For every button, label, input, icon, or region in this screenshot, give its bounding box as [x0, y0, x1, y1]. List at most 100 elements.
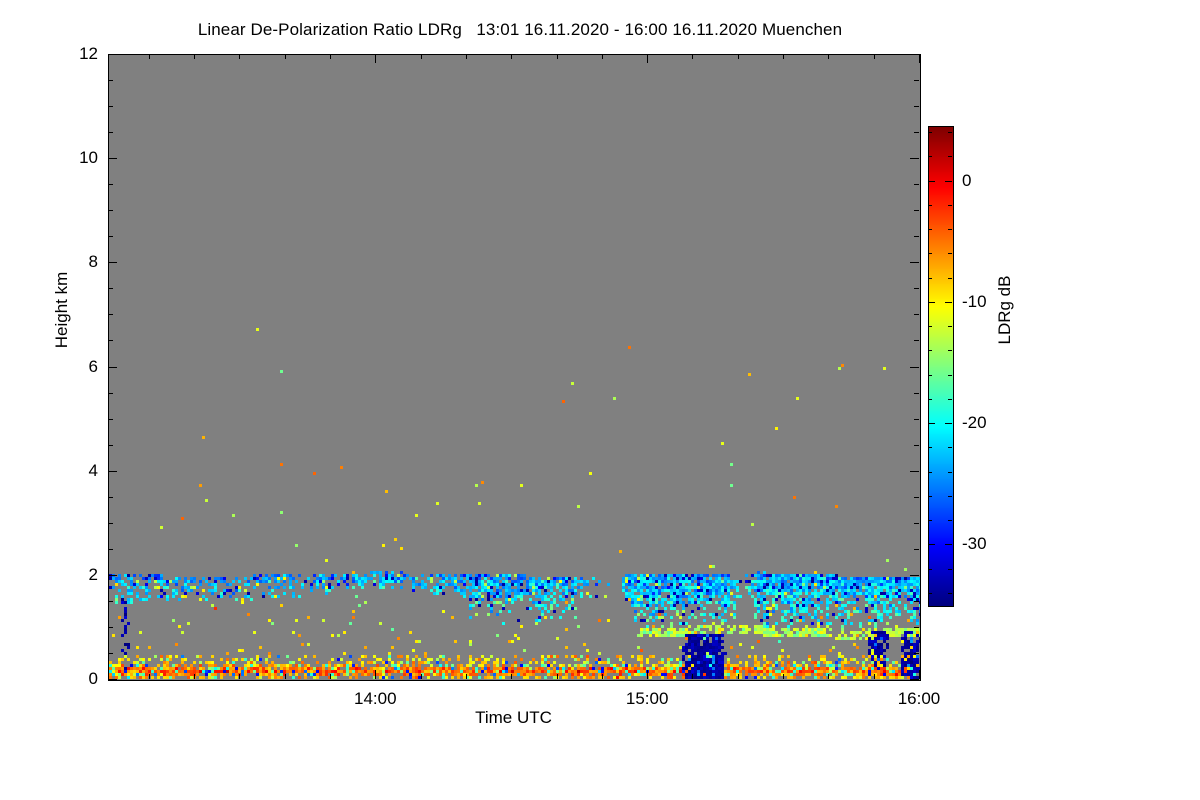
colorbar-tick-minor: [928, 277, 932, 279]
x-tick-minor: [511, 674, 513, 679]
y-tick-minor: [914, 132, 919, 134]
colorbar-tick-minor: [948, 229, 952, 231]
colorbar-tick-major: [928, 544, 935, 546]
y-tick-minor: [108, 626, 113, 628]
y-tick-label: 6: [88, 356, 98, 376]
x-tick-minor: [329, 54, 331, 59]
y-tick-label: 10: [79, 148, 98, 168]
colorbar-tick-label: 0: [962, 170, 972, 190]
colorbar-tick-minor: [948, 374, 952, 376]
colorbar-tick-minor: [948, 277, 952, 279]
y-tick-minor: [108, 184, 113, 186]
x-tick-minor: [692, 674, 694, 679]
y-tick-minor: [108, 392, 113, 394]
colorbar-tick-minor: [928, 132, 932, 134]
x-tick-minor: [465, 54, 467, 59]
y-tick-major: [108, 262, 117, 264]
y-tick-minor: [108, 80, 113, 82]
y-tick-minor: [914, 444, 919, 446]
colorbar-tick-minor: [928, 374, 932, 376]
x-tick-major: [375, 54, 377, 63]
y-tick-major: [108, 574, 117, 576]
x-tick-minor: [239, 674, 241, 679]
y-tick-major: [910, 262, 919, 264]
colorbar-tick-minor: [928, 398, 932, 400]
x-tick-label: 16:00: [897, 689, 941, 708]
y-tick-label: 8: [88, 252, 98, 272]
y-tick-minor: [914, 600, 919, 602]
y-tick-minor: [914, 548, 919, 550]
y-tick-minor: [108, 288, 113, 290]
x-tick-minor: [556, 54, 558, 59]
colorbar-tick-minor: [928, 592, 932, 594]
x-tick-major: [375, 670, 377, 679]
y-tick-minor: [108, 132, 113, 134]
x-tick-minor: [828, 54, 830, 59]
y-tick-major: [108, 366, 117, 368]
y-tick-major: [910, 470, 919, 472]
y-tick-major: [108, 470, 117, 472]
x-tick-label: 15:00: [625, 689, 669, 708]
x-tick-minor: [737, 674, 739, 679]
y-tick-major: [910, 366, 919, 368]
y-tick-minor: [108, 496, 113, 498]
colorbar-title: LDRg dB: [995, 275, 1014, 345]
x-tick-minor: [692, 54, 694, 59]
colorbar-tick-minor: [928, 326, 932, 328]
colorbar-tick-minor: [928, 204, 932, 206]
x-tick-minor: [601, 54, 603, 59]
colorbar-tick-minor: [948, 520, 952, 522]
y-tick-minor: [914, 340, 919, 342]
x-tick-minor: [284, 674, 286, 679]
y-tick-minor: [914, 522, 919, 524]
y-tick-minor: [108, 444, 113, 446]
y-tick-minor: [914, 652, 919, 654]
colorbar-tick-minor: [928, 156, 932, 158]
x-tick-minor: [420, 674, 422, 679]
colorbar-tick-minor: [928, 471, 932, 473]
colorbar-tick-major: [945, 180, 952, 182]
colorbar-tick-label: -30: [962, 534, 987, 554]
colorbar-tick-minor: [948, 447, 952, 449]
colorbar-tick-minor: [948, 326, 952, 328]
colorbar-tick-major: [945, 423, 952, 425]
colorbar-tick-label: -10: [962, 291, 987, 311]
y-tick-minor: [108, 340, 113, 342]
x-tick-minor: [239, 54, 241, 59]
x-tick-minor: [194, 54, 196, 59]
colorbar-tick-minor: [928, 229, 932, 231]
x-tick-major: [647, 670, 649, 679]
y-tick-minor: [914, 106, 919, 108]
x-tick-minor: [828, 674, 830, 679]
x-tick-major: [647, 54, 649, 63]
colorbar-tick-minor: [928, 253, 932, 255]
colorbar-tick-minor: [948, 132, 952, 134]
y-tick-major: [108, 158, 117, 160]
colorbar-tick-minor: [928, 568, 932, 570]
y-tick-minor: [108, 418, 113, 420]
y-tick-minor: [108, 548, 113, 550]
y-tick-minor: [108, 236, 113, 238]
y-tick-major: [910, 679, 919, 680]
y-tick-label: 0: [88, 669, 98, 688]
x-axis-title: Time UTC: [475, 708, 552, 727]
colorbar-tick-minor: [948, 350, 952, 352]
x-tick-minor: [556, 674, 558, 679]
y-tick-minor: [108, 522, 113, 524]
y-tick-major: [910, 158, 919, 160]
x-tick-minor: [465, 674, 467, 679]
y-tick-minor: [914, 418, 919, 420]
y-tick-minor: [108, 210, 113, 212]
colorbar: [928, 126, 954, 607]
x-tick-minor: [148, 674, 150, 679]
y-tick-minor: [108, 652, 113, 654]
colorbar-gradient: [929, 127, 953, 606]
y-tick-minor: [914, 236, 919, 238]
colorbar-tick-minor: [948, 156, 952, 158]
x-tick-minor: [329, 674, 331, 679]
y-tick-minor: [914, 80, 919, 82]
colorbar-tick-minor: [928, 495, 932, 497]
x-tick-minor: [601, 674, 603, 679]
y-tick-minor: [914, 496, 919, 498]
y-tick-major: [108, 54, 117, 55]
